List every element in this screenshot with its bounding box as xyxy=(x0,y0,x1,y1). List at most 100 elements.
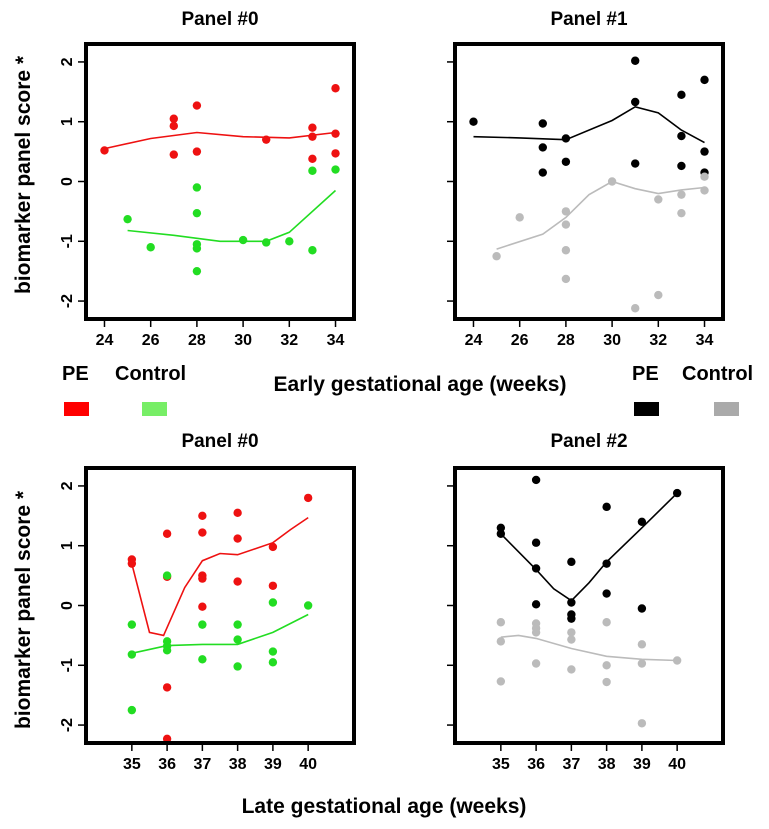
chart-panel-1: Panel #1 24 26 28 30 32 34 xyxy=(447,9,725,349)
data-point-control xyxy=(192,244,202,253)
data-point-control xyxy=(561,274,571,284)
data-point-control xyxy=(262,238,271,247)
panel-title: Panel #0 xyxy=(181,431,258,452)
data-point-control xyxy=(531,628,541,637)
data-point-pe xyxy=(637,517,647,527)
data-point-control xyxy=(602,677,611,687)
data-point-pe xyxy=(631,97,640,107)
x-tick-label: 37 xyxy=(193,756,211,773)
y-tick-label: 0 xyxy=(59,177,76,186)
x-tick-label: 35 xyxy=(123,756,141,773)
panel-title: Panel #0 xyxy=(181,9,258,30)
data-point-control xyxy=(602,661,611,670)
chart-panel-0: Panel #0 -2 -1 0 1 2 24 26 28 30 32 34 xyxy=(59,9,356,349)
x-tick-label: 24 xyxy=(465,332,483,349)
plot-frame xyxy=(84,42,356,321)
legend-pe-swatch-right xyxy=(634,402,659,416)
data-point-pe xyxy=(469,117,478,126)
series-line-control xyxy=(496,180,705,250)
data-point-pe xyxy=(602,559,611,568)
y-axis-label-bottom: biomarker panel score * xyxy=(12,490,35,729)
data-point-pe xyxy=(331,84,340,93)
plot-frame xyxy=(453,466,725,745)
data-point-pe xyxy=(561,134,571,143)
data-point-control xyxy=(677,208,686,218)
y-tick-label: 0 xyxy=(59,601,76,610)
x-tick-label: 32 xyxy=(649,332,667,349)
data-point-control xyxy=(561,246,571,255)
data-point-pe xyxy=(567,598,576,607)
x-tick-label: 39 xyxy=(633,756,651,773)
x-axis-label-early: Early gestational age (weeks) xyxy=(274,373,567,396)
data-point-control xyxy=(496,677,506,686)
data-point-pe xyxy=(192,147,202,156)
data-point-pe xyxy=(100,146,109,155)
series-line-pe xyxy=(131,516,309,637)
y-tick-label: -2 xyxy=(59,718,76,732)
data-point-control xyxy=(192,208,202,218)
data-point-control xyxy=(192,183,202,192)
data-point-pe xyxy=(677,90,686,100)
data-point-pe xyxy=(268,542,278,552)
series-line-control xyxy=(131,613,309,655)
data-point-control xyxy=(700,186,709,195)
x-tick-label: 38 xyxy=(598,756,616,773)
data-point-pe xyxy=(233,534,242,543)
data-point-pe xyxy=(331,129,340,138)
data-point-pe xyxy=(169,150,178,159)
x-tick-label: 28 xyxy=(557,332,575,349)
data-point-control xyxy=(700,172,709,181)
y-tick-label: -1 xyxy=(59,658,76,672)
data-point-pe xyxy=(602,589,611,598)
data-point-pe xyxy=(162,734,172,744)
series-line-pe xyxy=(104,131,336,150)
x-tick-label: 38 xyxy=(229,756,247,773)
data-point-pe xyxy=(198,602,207,611)
panel-title: Panel #2 xyxy=(550,431,627,452)
data-point-pe xyxy=(169,121,178,131)
legend-control-label-right: Control xyxy=(682,363,753,385)
data-point-pe xyxy=(531,564,541,573)
data-point-pe xyxy=(700,147,709,156)
x-tick-label: 24 xyxy=(96,332,114,349)
data-point-control xyxy=(268,658,278,667)
data-point-control xyxy=(637,659,647,668)
data-point-pe xyxy=(538,143,547,152)
x-tick-label: 30 xyxy=(603,332,621,349)
data-point-control xyxy=(561,207,571,216)
legend-pe-swatch-left xyxy=(64,402,89,416)
x-tick-label: 26 xyxy=(142,332,160,349)
data-point-control xyxy=(496,637,506,646)
chart-panel-3: Panel #2 35 36 37 38 39 40 xyxy=(447,431,725,773)
data-point-pe xyxy=(162,683,172,692)
data-point-pe xyxy=(677,131,686,141)
data-point-pe xyxy=(672,488,682,498)
x-tick-label: 32 xyxy=(280,332,298,349)
data-point-pe xyxy=(262,135,271,144)
data-point-pe xyxy=(602,502,611,512)
x-tick-label: 35 xyxy=(492,756,510,773)
data-point-control xyxy=(654,195,663,204)
data-point-control xyxy=(233,620,242,629)
data-point-pe xyxy=(308,154,317,163)
data-point-control xyxy=(637,719,647,728)
data-point-control xyxy=(162,571,172,580)
data-point-pe xyxy=(308,123,317,132)
x-tick-label: 28 xyxy=(188,332,206,349)
data-point-pe xyxy=(233,508,242,518)
plot-frame xyxy=(453,42,725,321)
data-point-pe xyxy=(331,149,340,158)
data-point-control xyxy=(631,304,640,313)
data-point-control xyxy=(602,618,611,627)
data-point-control xyxy=(268,647,278,656)
legend-control-swatch-left xyxy=(142,402,167,416)
data-point-pe xyxy=(677,161,686,171)
data-point-control xyxy=(198,655,207,664)
y-tick-label: 1 xyxy=(59,117,76,126)
data-point-pe xyxy=(198,574,207,583)
x-tick-label: 34 xyxy=(327,332,345,349)
x-axis-label-late: Late gestational age (weeks) xyxy=(242,795,527,818)
data-point-control xyxy=(607,177,617,186)
data-point-control xyxy=(492,252,501,261)
data-point-pe xyxy=(496,529,506,538)
